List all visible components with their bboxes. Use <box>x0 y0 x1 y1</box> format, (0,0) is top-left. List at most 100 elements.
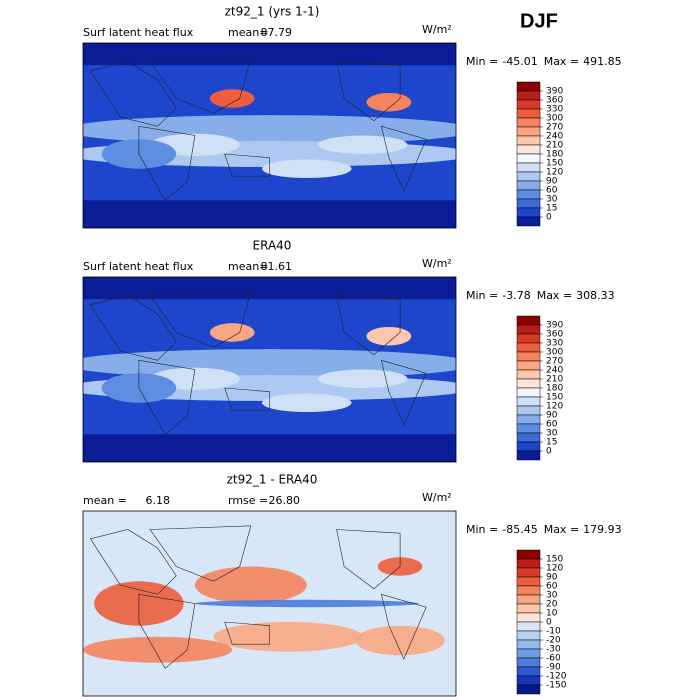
min-max-part: 308.33 <box>576 289 615 302</box>
colorbar-box <box>516 405 541 416</box>
colorbar-label: 30 <box>546 591 558 601</box>
min-max-part: -3.78 <box>502 289 530 302</box>
min-max-part: Min = <box>466 55 498 68</box>
map-field <box>83 43 456 228</box>
field-blob <box>209 323 255 342</box>
colorbar-box <box>516 324 541 335</box>
colorbar-label: 210 <box>546 375 563 385</box>
colorbar-box <box>516 567 541 578</box>
coastline <box>90 61 177 127</box>
min-max-part: Min = <box>466 289 498 302</box>
colorbar-label: 30 <box>546 195 558 205</box>
field-label: Surf latent heat flux <box>83 260 194 273</box>
field-blob <box>213 622 363 652</box>
colorbar-box <box>516 396 541 407</box>
coastline <box>336 295 401 356</box>
field-blob <box>194 599 419 608</box>
colorbar-box <box>516 207 541 218</box>
colorbar-box <box>516 594 541 605</box>
colorbar-box <box>516 81 541 92</box>
field-blob <box>366 326 412 346</box>
colorbar-box <box>516 414 541 425</box>
colorbar-label: 90 <box>546 573 558 583</box>
colorbar-label: -10 <box>546 627 561 637</box>
field-blob <box>262 393 352 413</box>
min-max: Min = -85.45 Max = 179.93 <box>466 523 622 536</box>
mean-label: mean = <box>83 494 127 507</box>
coastline <box>90 529 177 595</box>
colorbar-box <box>516 108 541 119</box>
colorbar-label: -30 <box>546 645 561 655</box>
rmse-label: rmse = <box>228 494 268 507</box>
colorbar-label: -120 <box>546 672 567 682</box>
colorbar-box <box>516 117 541 128</box>
polar-n <box>83 277 456 300</box>
colorbar-box <box>516 99 541 110</box>
coastline <box>149 291 252 348</box>
colorbar-box <box>516 387 541 398</box>
season-title: DJF <box>520 10 558 32</box>
colorbar-label: 20 <box>546 600 558 610</box>
map-field <box>83 511 456 696</box>
panel-title: zt92_1 (yrs 1-1) <box>225 5 320 19</box>
map-field <box>83 277 456 462</box>
colorbar-box <box>516 441 541 452</box>
colorbar-box <box>516 216 541 227</box>
colorbar-box <box>516 648 541 659</box>
colorbar-label: 15 <box>546 204 557 214</box>
colorbar-box <box>516 333 541 344</box>
min-max-part: -45.01 <box>502 55 537 68</box>
units: W/m² <box>422 23 452 36</box>
colorbar-label: 210 <box>546 141 563 151</box>
colorbar-label: 150 <box>546 393 563 403</box>
colorbar-label: 60 <box>546 186 558 196</box>
panel-title: ERA40 <box>253 239 292 253</box>
colorbar-label: 60 <box>546 582 558 592</box>
colorbar-box <box>516 450 541 461</box>
colorbar-box <box>516 576 541 587</box>
colorbar-box <box>516 162 541 173</box>
coastline <box>90 295 177 361</box>
colorbar-label: 90 <box>546 177 558 187</box>
colorbar-label: 360 <box>546 330 563 340</box>
polar-n <box>83 43 456 66</box>
colorbar-box <box>516 432 541 443</box>
field-blob <box>194 566 307 604</box>
coastline <box>336 61 401 122</box>
map-frame <box>82 42 457 229</box>
colorbar-box <box>516 369 541 380</box>
colorbar-box <box>516 657 541 668</box>
mean-label: mean= <box>228 26 268 39</box>
coastline <box>149 57 252 114</box>
field-blob <box>83 636 233 663</box>
colorbar-box <box>516 666 541 677</box>
colorbar-box <box>516 315 541 326</box>
coastline <box>224 387 270 411</box>
colorbar-box <box>516 558 541 569</box>
coastline <box>138 359 196 435</box>
units: W/m² <box>422 257 452 270</box>
colorbar-box <box>516 171 541 182</box>
colorbar-label: 300 <box>546 114 563 124</box>
colorbar-label: 300 <box>546 348 563 358</box>
coastline <box>336 529 401 590</box>
colorbar-box <box>516 621 541 632</box>
colorbar-box <box>516 423 541 434</box>
colorbar-label: 120 <box>546 402 563 412</box>
coastline <box>380 593 427 660</box>
coastline <box>149 525 252 582</box>
colorbar-label: 60 <box>546 420 558 430</box>
colorbar-label: -60 <box>546 654 561 664</box>
colorbar-box <box>516 180 541 191</box>
min-max-part: -85.45 <box>502 523 537 536</box>
colorbar-box <box>516 342 541 353</box>
colorbar-label: 270 <box>546 357 563 367</box>
colorbar-label: 180 <box>546 384 563 394</box>
colorbar-label: 270 <box>546 123 563 133</box>
colorbar-box <box>516 684 541 695</box>
colorbar-box <box>516 144 541 155</box>
colorbar-box <box>516 612 541 623</box>
colorbar-label: 330 <box>546 339 563 349</box>
colorbar-box <box>516 126 541 137</box>
